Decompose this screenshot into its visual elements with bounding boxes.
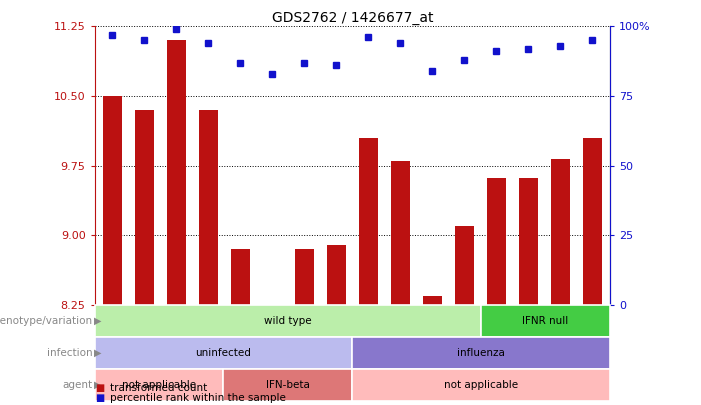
Title: GDS2762 / 1426677_at: GDS2762 / 1426677_at: [271, 11, 433, 25]
Bar: [198, 110, 218, 305]
Bar: [455, 226, 474, 305]
Bar: [353, 337, 610, 369]
Text: influenza: influenza: [457, 348, 505, 358]
Bar: [95, 337, 353, 369]
Text: not applicable: not applicable: [444, 380, 518, 390]
Bar: [231, 249, 250, 305]
Text: ■: ■: [95, 383, 104, 392]
Text: ▶: ▶: [94, 316, 102, 326]
Bar: [583, 138, 602, 305]
Bar: [294, 249, 314, 305]
Bar: [481, 305, 610, 337]
Bar: [167, 40, 186, 305]
Text: ▶: ▶: [94, 380, 102, 390]
Bar: [519, 178, 538, 305]
Bar: [95, 305, 481, 337]
Bar: [95, 369, 224, 401]
Text: ■: ■: [95, 393, 104, 403]
Bar: [135, 110, 154, 305]
Bar: [353, 369, 610, 401]
Bar: [359, 138, 378, 305]
Text: transformed count: transformed count: [110, 383, 207, 392]
Bar: [390, 161, 410, 305]
Text: wild type: wild type: [264, 316, 312, 326]
Text: infection: infection: [47, 348, 93, 358]
Text: IFNR null: IFNR null: [522, 316, 569, 326]
Bar: [486, 178, 506, 305]
Bar: [224, 369, 353, 401]
Text: IFN-beta: IFN-beta: [266, 380, 310, 390]
Bar: [423, 296, 442, 305]
Text: genotype/variation: genotype/variation: [0, 316, 93, 326]
Text: not applicable: not applicable: [122, 380, 196, 390]
Text: agent: agent: [62, 380, 93, 390]
Text: ▶: ▶: [94, 348, 102, 358]
Bar: [327, 245, 346, 305]
Bar: [551, 159, 570, 305]
Text: percentile rank within the sample: percentile rank within the sample: [110, 393, 286, 403]
Text: uninfected: uninfected: [196, 348, 252, 358]
Bar: [102, 96, 122, 305]
